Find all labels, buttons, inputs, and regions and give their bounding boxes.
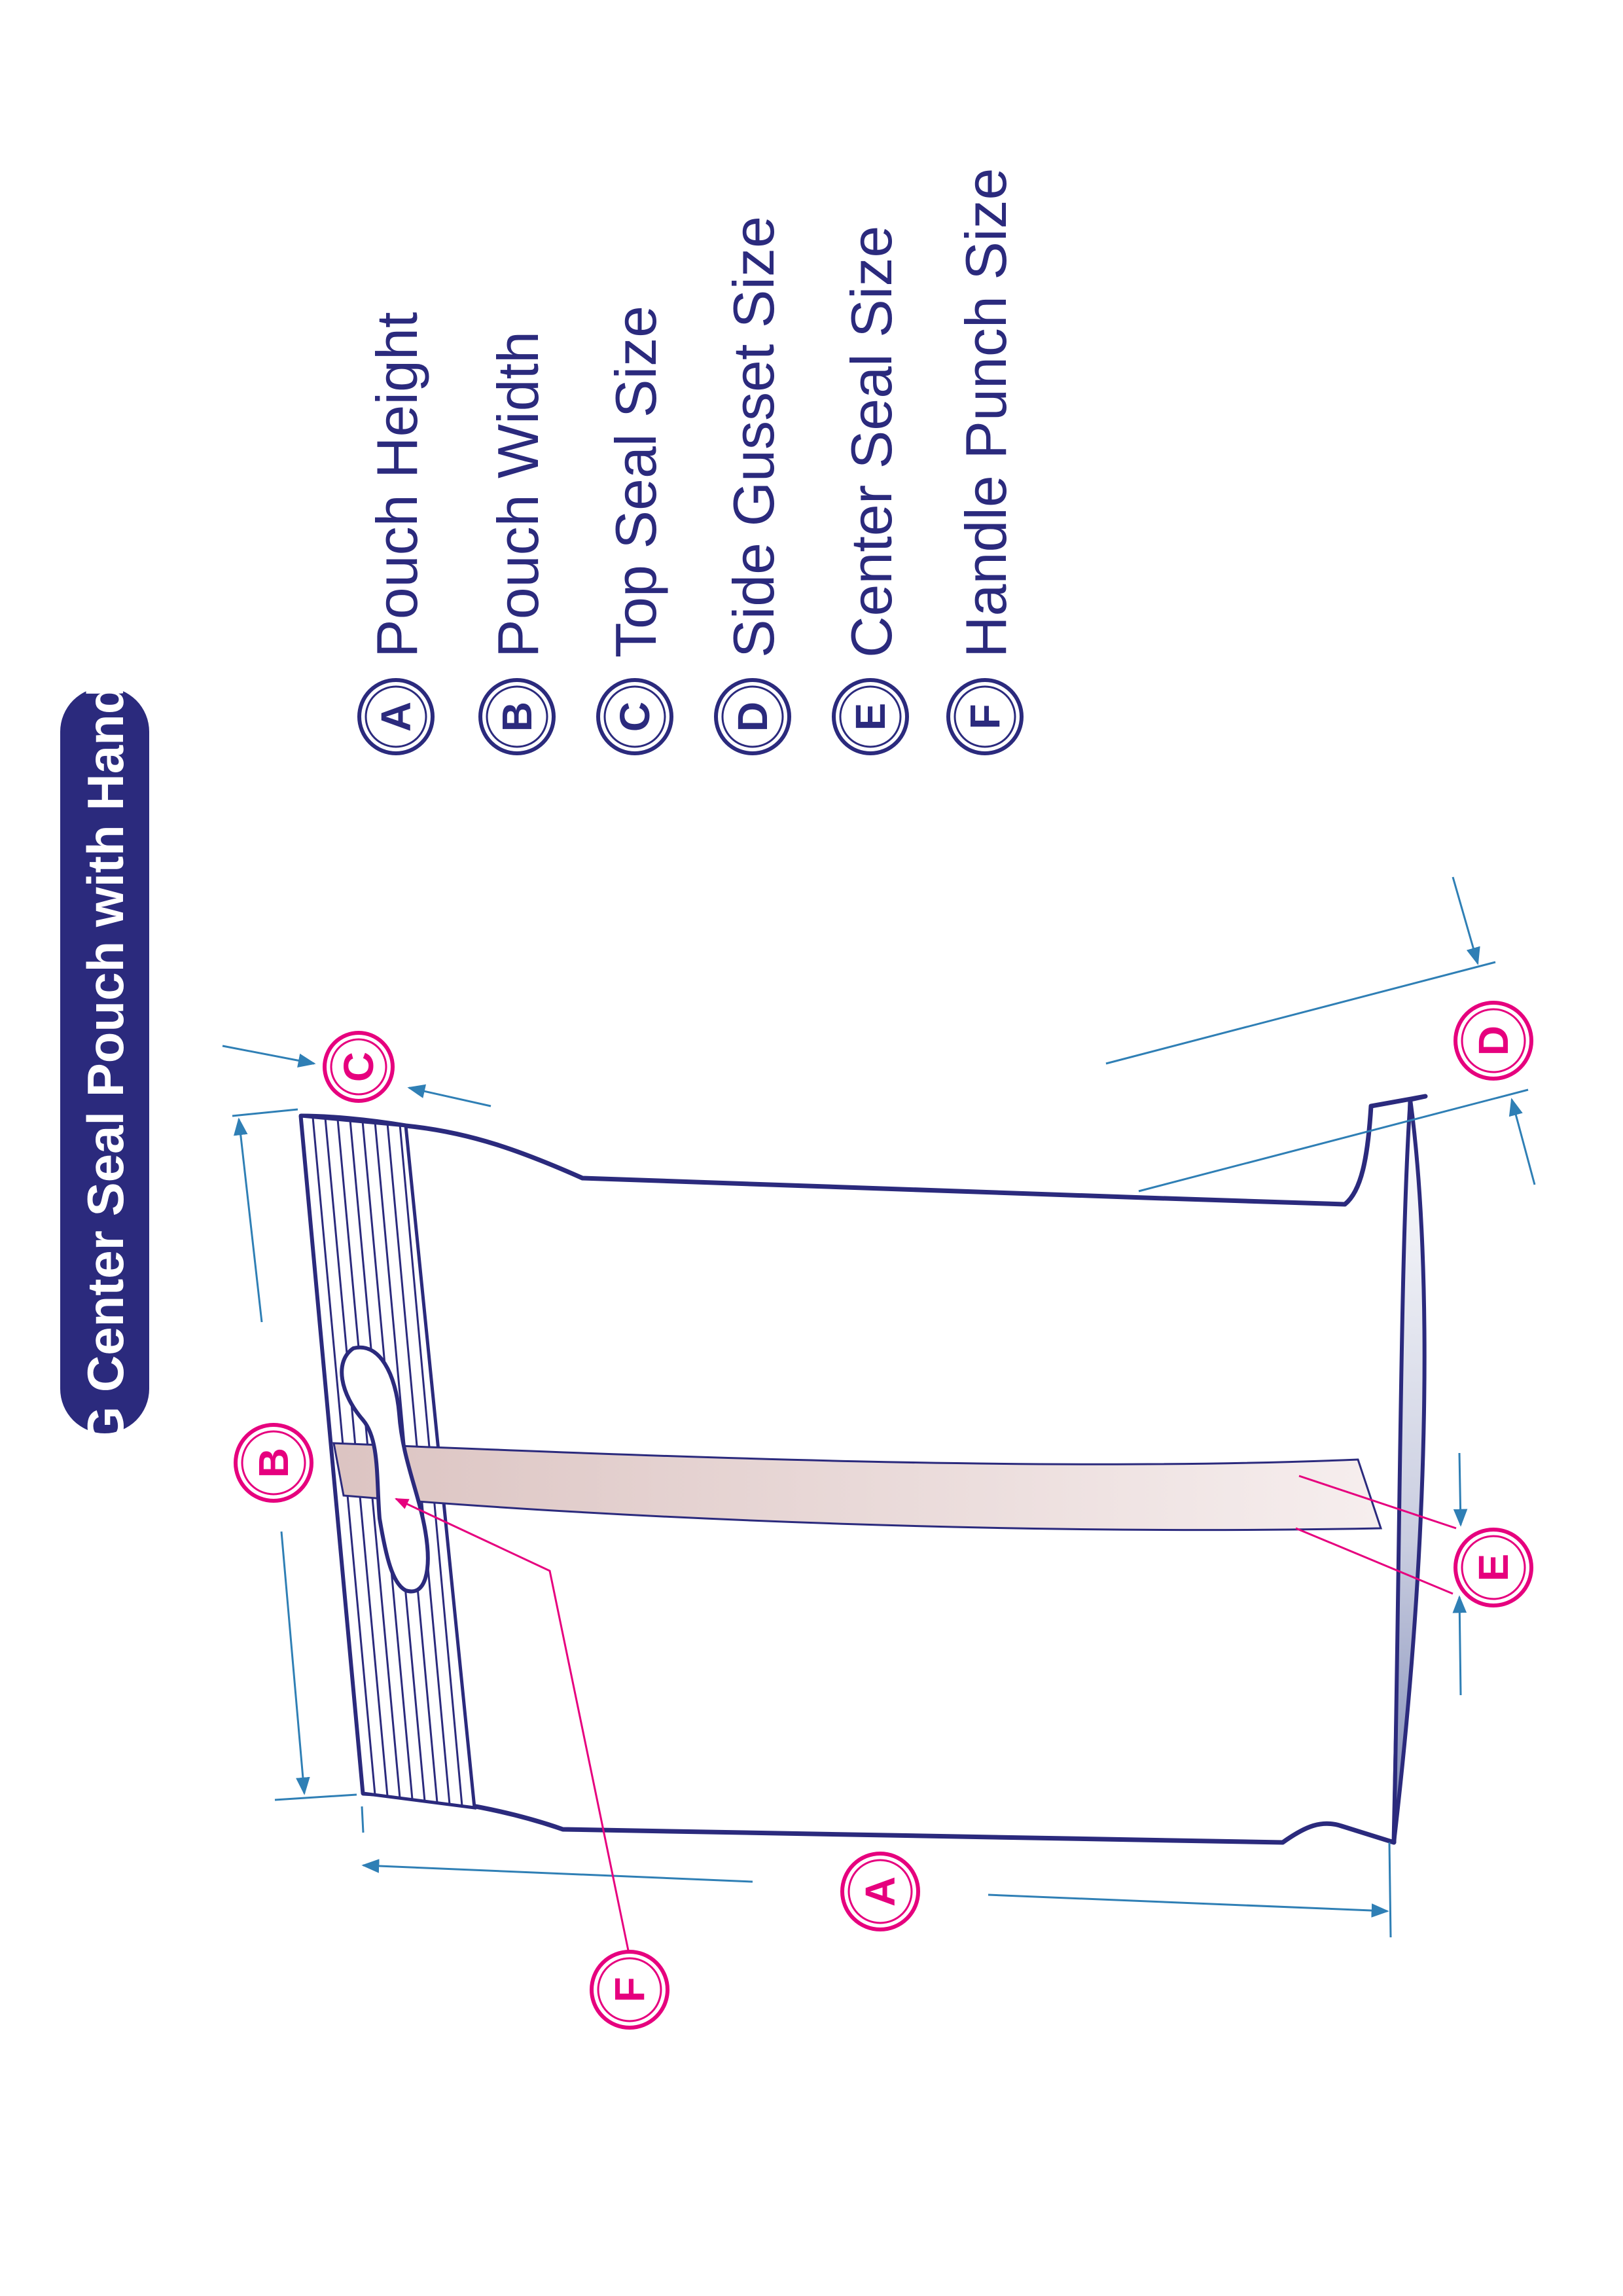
svg-text:F: F <box>606 1977 653 2002</box>
svg-text:E: E <box>1470 1554 1517 1582</box>
svg-text:B: B <box>250 1448 297 1478</box>
dim-b-top <box>233 1117 263 1323</box>
legend-label: Side Gusset Size <box>721 216 786 658</box>
marker-e: E <box>1454 1528 1533 1607</box>
legend-badge <box>596 678 673 755</box>
legend-letter: C <box>611 702 658 732</box>
marker-a: A <box>840 1852 920 1931</box>
bottom-gusset <box>1392 1099 1427 1843</box>
title-banner: SG Center Seal Pouch with Handle <box>60 641 149 1480</box>
legend-label: Pouch Height <box>365 312 429 658</box>
legend-label: Handle Punch Size <box>954 168 1018 658</box>
legend-label: Top Seal Size <box>603 306 668 658</box>
dim-b-bottom <box>280 1531 310 1795</box>
marker-c: C <box>323 1031 395 1103</box>
center-seal-band <box>332 1442 1383 1532</box>
legend-letter: B <box>493 702 541 732</box>
legend: A Pouch Height B Pouch Width C Top Seal Size D… <box>357 168 1024 755</box>
legend-letter: A <box>372 702 419 732</box>
handle-punch-hole <box>340 1345 430 1594</box>
dim-e-top <box>1453 1452 1468 1527</box>
dim-f-leader <box>395 1498 630 1951</box>
legend-badge <box>946 678 1024 755</box>
legend-item: D Side Gusset Size <box>714 216 791 755</box>
dimension-lines <box>222 876 1536 1951</box>
legend-badge <box>714 678 791 755</box>
legend-item: E Center Seal Size <box>832 226 909 755</box>
marker-d: D <box>1454 1001 1533 1081</box>
legend-badge <box>478 678 556 755</box>
dim-d-top <box>1452 876 1480 965</box>
legend-letter: D <box>729 702 776 732</box>
legend-label: Pouch Width <box>486 331 550 658</box>
dim-a-left <box>361 1859 753 1883</box>
svg-text:A: A <box>857 1876 904 1907</box>
legend-letter: E <box>847 703 894 731</box>
marker-b: B <box>234 1423 313 1503</box>
title-text: SG Center Seal Pouch with Handle <box>77 641 134 1480</box>
marker-f: F <box>590 1950 669 2030</box>
dim-d-bottom <box>1508 1098 1536 1185</box>
svg-text:D: D <box>1470 1026 1517 1056</box>
svg-text:C: C <box>335 1052 382 1082</box>
legend-badge <box>832 678 909 755</box>
legend-letter: F <box>961 704 1008 729</box>
legend-item: C Top Seal Size <box>596 306 673 755</box>
legend-item: F Handle Punch Size <box>946 168 1024 755</box>
legend-badge <box>357 678 435 755</box>
legend-item: A Pouch Height <box>357 312 435 755</box>
pouch-drawing <box>298 1094 1428 1845</box>
legend-label: Center Seal Size <box>839 226 904 658</box>
dim-a-right <box>988 1893 1389 1918</box>
title-pill <box>60 687 149 1433</box>
legend-item: B Pouch Width <box>478 331 556 755</box>
dim-e-bottom <box>1452 1595 1467 1696</box>
